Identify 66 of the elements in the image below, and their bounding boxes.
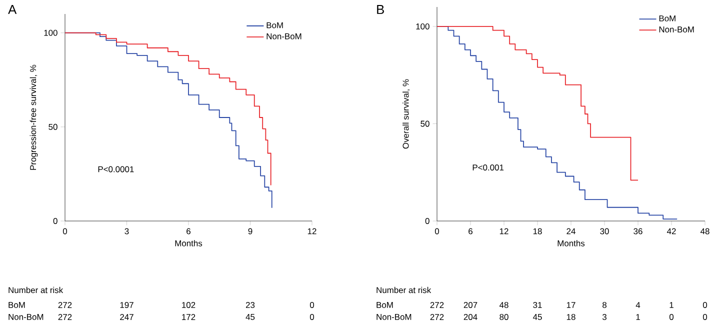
text: 0 (669, 314, 674, 320)
y-tick-label: 100 (44, 30, 58, 36)
legend-label: BoM (266, 22, 283, 28)
x-tick-label: 0 (62, 228, 68, 234)
x-tick-label: 18 (533, 228, 542, 234)
text: 45 (246, 314, 255, 320)
text: 247 (120, 314, 134, 320)
text: 197 (120, 302, 134, 308)
text: 45 (532, 314, 542, 320)
x-tick-label: 36 (634, 228, 642, 234)
text: 272 (58, 302, 72, 308)
x-tick-label: 6 (186, 228, 190, 234)
y-axis-title: Progression-free survival, % (30, 64, 38, 170)
legend-label: Non-BoM (659, 26, 694, 32)
x-tick-label: 30 (600, 228, 609, 234)
x-tick-label: 12 (500, 228, 508, 234)
text: 17 (566, 302, 576, 308)
x-tick-label: 3 (124, 228, 129, 234)
text: 23 (246, 302, 255, 308)
x-tick-label: 12 (308, 228, 316, 234)
text: 0 (702, 302, 708, 308)
text: 204 (464, 314, 478, 320)
x-tick-label: 6 (468, 228, 472, 234)
y-tick-label: 0 (53, 218, 58, 224)
text: 272 (430, 302, 444, 308)
x-tick-label: 0 (434, 228, 440, 234)
text: 31 (533, 302, 542, 308)
y-tick-label: 50 (48, 124, 58, 130)
text: 272 (430, 314, 444, 320)
text: 3 (602, 314, 606, 320)
text: BoM (8, 302, 25, 308)
text: BoM (376, 302, 393, 308)
text: 102 (182, 302, 196, 308)
text: 80 (500, 314, 508, 320)
x-tick-label: 42 (666, 228, 676, 234)
annotation: P<0.001 (472, 164, 504, 170)
x-axis-title: Months (175, 240, 202, 246)
x-axis-title: Months (558, 240, 585, 246)
text: 272 (58, 314, 72, 320)
y-tick-label: 0 (425, 218, 430, 224)
text: 172 (182, 314, 196, 320)
text: 207 (464, 302, 478, 308)
text: 48 (499, 302, 508, 308)
text: Number at risk (8, 286, 64, 294)
text: Non-BoM (8, 314, 44, 320)
text: 1 (670, 302, 674, 308)
text: Number at risk (376, 286, 432, 294)
text: 8 (602, 302, 606, 308)
text: 4 (636, 302, 640, 308)
x-tick-label: 9 (248, 228, 252, 234)
y-tick-label: 50 (420, 120, 430, 127)
text: Non-BoM (376, 314, 412, 320)
y-axis-title: Overall survival, % (402, 79, 410, 149)
text: 0 (310, 314, 314, 320)
y-tick-label: 100 (416, 23, 430, 30)
text: 0 (310, 302, 314, 308)
x-tick-label: 48 (700, 228, 710, 234)
text: 0 (702, 314, 708, 320)
text: 1 (636, 314, 640, 320)
legend-label: BoM (659, 15, 676, 22)
annotation: P<0.0001 (98, 166, 134, 172)
legend-label: Non-BoM (266, 33, 302, 40)
x-tick-label: 24 (566, 228, 576, 234)
text: 18 (566, 314, 576, 320)
chart-title: A (8, 5, 17, 14)
chart-title: B (377, 5, 384, 14)
